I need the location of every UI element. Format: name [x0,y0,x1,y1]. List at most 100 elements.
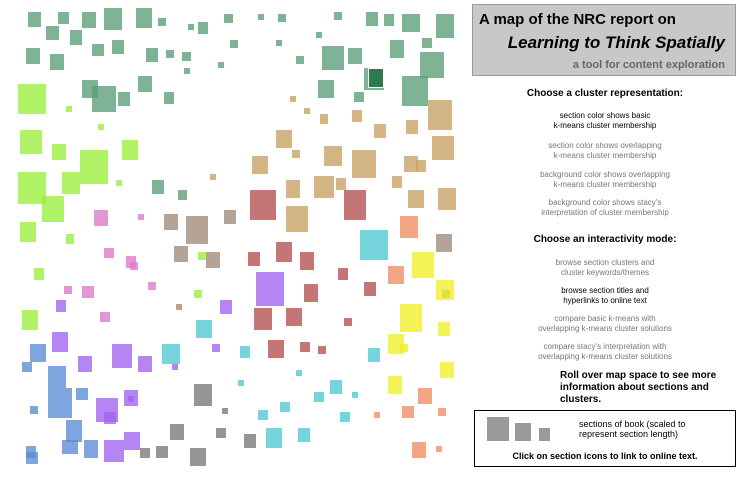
section-icon[interactable] [400,216,418,238]
section-icon[interactable] [176,304,182,310]
section-icon[interactable] [402,406,414,418]
section-icon[interactable] [230,40,238,48]
section-icon[interactable] [300,342,310,352]
section-icon[interactable] [26,48,40,64]
section-icon[interactable] [162,344,180,364]
section-icon[interactable] [432,136,454,160]
section-icon[interactable] [128,396,134,402]
mode-option-compare-kmeans[interactable]: compare basic k-means with overlapping k… [474,314,736,334]
section-icon[interactable] [298,428,310,442]
section-icon[interactable] [66,234,74,244]
section-icon[interactable] [244,434,256,448]
section-icon[interactable] [104,412,116,424]
section-icon[interactable] [404,156,418,172]
section-icon[interactable] [254,308,272,330]
section-icon[interactable] [84,440,98,458]
section-icon[interactable] [290,96,296,102]
section-icon[interactable] [26,452,38,464]
section-icon[interactable] [66,420,82,442]
section-icon[interactable] [78,356,92,372]
section-icon[interactable] [352,392,358,398]
section-icon[interactable] [92,86,116,112]
section-icon[interactable] [222,408,228,414]
section-icon[interactable] [416,160,426,172]
section-icon[interactable] [190,448,206,466]
section-icon[interactable] [46,26,59,40]
section-icon[interactable] [18,172,46,204]
section-icon[interactable] [276,40,282,46]
section-icon[interactable] [124,432,140,450]
section-icon[interactable] [388,266,404,284]
section-icon[interactable] [136,8,152,28]
section-icon[interactable] [28,12,41,27]
section-icon[interactable] [82,12,96,28]
section-icon[interactable] [314,392,324,402]
section-icon[interactable] [296,56,304,64]
section-icon[interactable] [334,12,342,20]
section-icon[interactable] [330,380,342,394]
section-icon[interactable] [152,180,164,194]
section-icon[interactable] [256,272,284,306]
section-icon[interactable] [248,252,260,266]
section-icon[interactable] [198,22,208,34]
section-icon[interactable] [218,62,224,68]
section-icon[interactable] [320,114,328,124]
section-icon[interactable] [324,146,342,166]
section-icon[interactable] [318,346,326,354]
section-icon[interactable] [412,442,426,458]
cluster-option-basic-kmeans[interactable]: section color shows basic k-means cluste… [474,111,736,131]
section-icon[interactable] [224,14,233,23]
section-icon[interactable] [250,190,276,220]
section-icon[interactable] [344,318,352,326]
section-icon[interactable] [138,214,144,220]
section-icon[interactable] [420,52,444,78]
section-icon[interactable] [174,246,188,262]
section-icon[interactable] [224,210,236,224]
section-icon[interactable] [56,300,66,312]
section-icon[interactable] [354,92,364,102]
section-icon[interactable] [50,54,64,70]
section-icon[interactable] [322,46,344,70]
section-icon[interactable] [238,380,244,386]
section-icon[interactable] [198,252,206,260]
section-icon[interactable] [30,406,38,414]
section-icon[interactable] [18,84,46,114]
section-icon[interactable] [70,30,82,45]
section-icon[interactable] [280,402,290,412]
section-icon[interactable] [316,32,322,38]
section-icon[interactable] [42,196,64,222]
section-icon[interactable] [374,412,380,418]
section-icon[interactable] [292,150,300,158]
section-icon[interactable] [58,12,69,24]
section-icon[interactable] [210,174,216,180]
section-icon[interactable] [258,14,264,20]
section-icon[interactable] [348,48,362,64]
section-icon[interactable] [286,206,308,232]
section-icon[interactable] [116,180,122,186]
section-icon[interactable] [220,300,232,314]
section-icon[interactable] [422,38,432,48]
section-icon[interactable] [138,356,152,372]
section-icon[interactable] [140,448,150,458]
section-icon[interactable] [240,346,250,358]
section-icon[interactable] [374,124,386,138]
section-icon[interactable] [364,282,376,296]
section-icon[interactable] [278,14,286,22]
section-icon[interactable] [52,144,66,160]
section-icon[interactable] [300,252,314,270]
section-icon[interactable] [98,124,104,130]
section-icon[interactable] [428,100,452,130]
section-icon[interactable] [182,52,191,61]
section-icon[interactable] [436,446,442,452]
section-icon[interactable] [112,344,132,368]
section-icon[interactable] [304,284,318,302]
section-icon[interactable] [22,362,32,372]
mode-option-browse-titles[interactable]: browse section titles and hyperlinks to … [474,286,736,306]
section-icon[interactable] [388,376,402,394]
section-icon[interactable] [438,322,450,336]
section-icon[interactable] [360,230,388,260]
section-icon[interactable] [258,410,268,420]
section-icon[interactable] [384,14,394,26]
section-icon[interactable] [148,282,156,290]
section-icon[interactable] [158,18,166,26]
